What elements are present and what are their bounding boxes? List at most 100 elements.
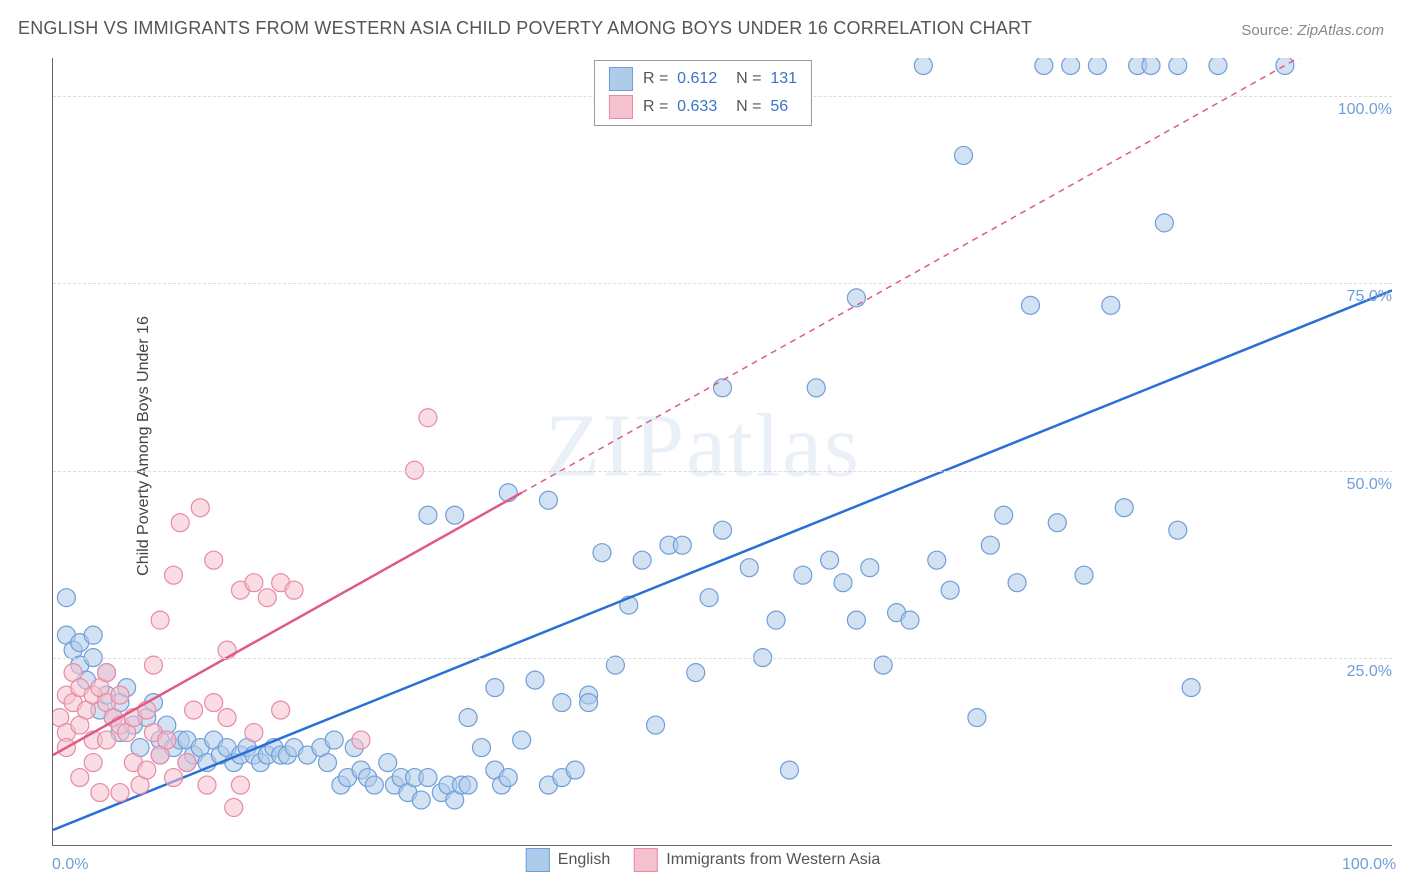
data-point-english <box>1169 58 1187 74</box>
trend-line-english <box>53 290 1392 830</box>
data-point-english <box>780 761 798 779</box>
data-point-english <box>419 769 437 787</box>
y-tick-label: 100.0% <box>1338 101 1392 119</box>
data-point-english <box>847 611 865 629</box>
data-point-immigrants <box>171 514 189 532</box>
data-point-english <box>566 761 584 779</box>
data-point-english <box>1062 58 1080 74</box>
data-point-english <box>834 574 852 592</box>
data-point-immigrants <box>185 701 203 719</box>
data-point-immigrants <box>165 566 183 584</box>
data-point-english <box>1075 566 1093 584</box>
x-tick-min: 0.0% <box>52 856 88 874</box>
data-point-english <box>419 506 437 524</box>
data-point-immigrants <box>198 776 216 794</box>
data-point-english <box>319 754 337 772</box>
data-point-english <box>1115 499 1133 517</box>
data-point-english <box>526 671 544 689</box>
data-point-english <box>1102 296 1120 314</box>
data-point-english <box>1088 58 1106 74</box>
data-point-immigrants <box>352 731 370 749</box>
data-point-english <box>673 536 691 554</box>
data-point-immigrants <box>218 709 236 727</box>
data-point-english <box>767 611 785 629</box>
series-legend: English Immigrants from Western Asia <box>526 848 880 872</box>
data-point-immigrants <box>258 589 276 607</box>
data-point-english <box>379 754 397 772</box>
legend-n: N = 131 <box>727 70 797 88</box>
legend-stats-row: R = 0.612 N = 131 <box>609 67 797 91</box>
data-point-english <box>968 709 986 727</box>
data-point-english <box>580 694 598 712</box>
correlation-legend: R = 0.612 N = 131 R = 0.633 N = 56 <box>594 60 812 126</box>
data-point-english <box>1035 58 1053 74</box>
data-point-english <box>714 379 732 397</box>
data-point-english <box>57 589 75 607</box>
data-point-english <box>1048 514 1066 532</box>
legend-series-item: Immigrants from Western Asia <box>634 848 880 872</box>
data-point-english <box>365 776 383 794</box>
data-point-immigrants <box>165 769 183 787</box>
data-point-english <box>821 551 839 569</box>
chart-title: ENGLISH VS IMMIGRANTS FROM WESTERN ASIA … <box>18 18 1032 39</box>
data-point-immigrants <box>111 784 129 802</box>
data-point-immigrants <box>231 776 249 794</box>
data-point-english <box>794 566 812 584</box>
data-point-immigrants <box>91 784 109 802</box>
source-prefix: Source: <box>1241 22 1297 39</box>
data-point-english <box>807 379 825 397</box>
data-point-english <box>1276 58 1294 74</box>
data-point-english <box>700 589 718 607</box>
legend-series-item: English <box>526 848 610 872</box>
data-point-english <box>459 709 477 727</box>
gridline <box>53 471 1392 472</box>
y-tick-label: 50.0% <box>1347 476 1392 494</box>
data-point-english <box>981 536 999 554</box>
data-point-immigrants <box>272 701 290 719</box>
x-tick-max: 100.0% <box>1342 856 1396 874</box>
data-point-english <box>412 791 430 809</box>
data-point-english <box>1021 296 1039 314</box>
legend-r: R = 0.612 <box>643 70 717 88</box>
data-point-immigrants <box>191 499 209 517</box>
data-point-immigrants <box>71 769 89 787</box>
y-tick-label: 75.0% <box>1347 288 1392 306</box>
source-name: ZipAtlas.com <box>1297 22 1384 39</box>
data-point-english <box>1169 521 1187 539</box>
data-point-immigrants <box>245 724 263 742</box>
data-point-english <box>1155 214 1173 232</box>
data-point-immigrants <box>178 754 196 772</box>
data-point-english <box>740 559 758 577</box>
data-point-english <box>633 551 651 569</box>
data-point-english <box>1209 58 1227 74</box>
data-point-immigrants <box>205 694 223 712</box>
scatter-svg <box>53 58 1392 845</box>
data-point-english <box>914 58 932 74</box>
data-point-english <box>446 506 464 524</box>
data-point-english <box>1182 679 1200 697</box>
data-point-english <box>928 551 946 569</box>
data-point-immigrants <box>111 686 129 704</box>
legend-swatch <box>526 848 550 872</box>
data-point-immigrants <box>151 611 169 629</box>
data-point-english <box>459 776 477 794</box>
data-point-english <box>553 694 571 712</box>
data-point-immigrants <box>205 551 223 569</box>
data-point-english <box>861 559 879 577</box>
legend-series-label: Immigrants from Western Asia <box>666 851 880 869</box>
data-point-english <box>499 769 517 787</box>
data-point-english <box>714 521 732 539</box>
data-point-english <box>995 506 1013 524</box>
data-point-immigrants <box>138 761 156 779</box>
data-point-english <box>593 544 611 562</box>
data-point-english <box>472 739 490 757</box>
legend-stats-row: R = 0.633 N = 56 <box>609 95 797 119</box>
data-point-english <box>955 146 973 164</box>
legend-r: R = 0.633 <box>643 98 717 116</box>
data-point-immigrants <box>98 731 116 749</box>
gridline <box>53 658 1392 659</box>
data-point-english <box>1008 574 1026 592</box>
data-point-immigrants <box>245 574 263 592</box>
data-point-english <box>847 289 865 307</box>
data-point-english <box>84 626 102 644</box>
